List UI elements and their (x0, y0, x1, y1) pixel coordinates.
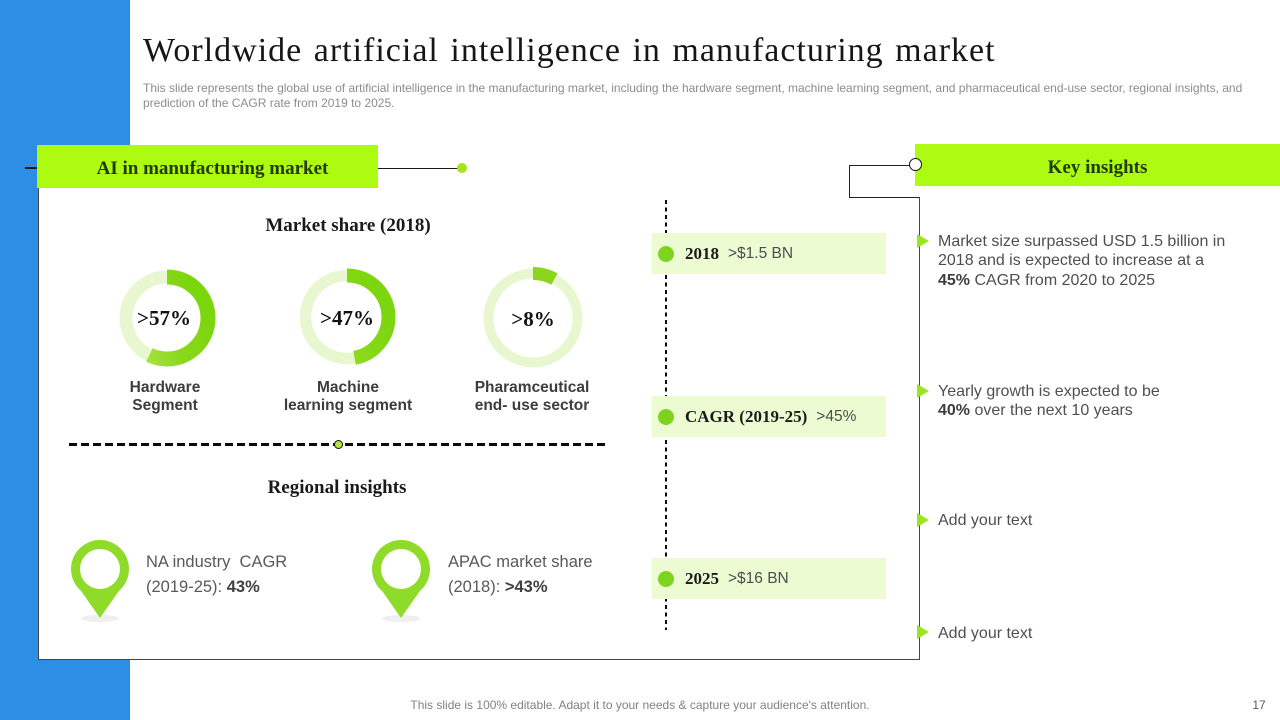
svg-text:>47%: >47% (320, 306, 374, 330)
svg-text:>57%: >57% (137, 306, 191, 330)
svg-text:>8%: >8% (511, 307, 554, 331)
